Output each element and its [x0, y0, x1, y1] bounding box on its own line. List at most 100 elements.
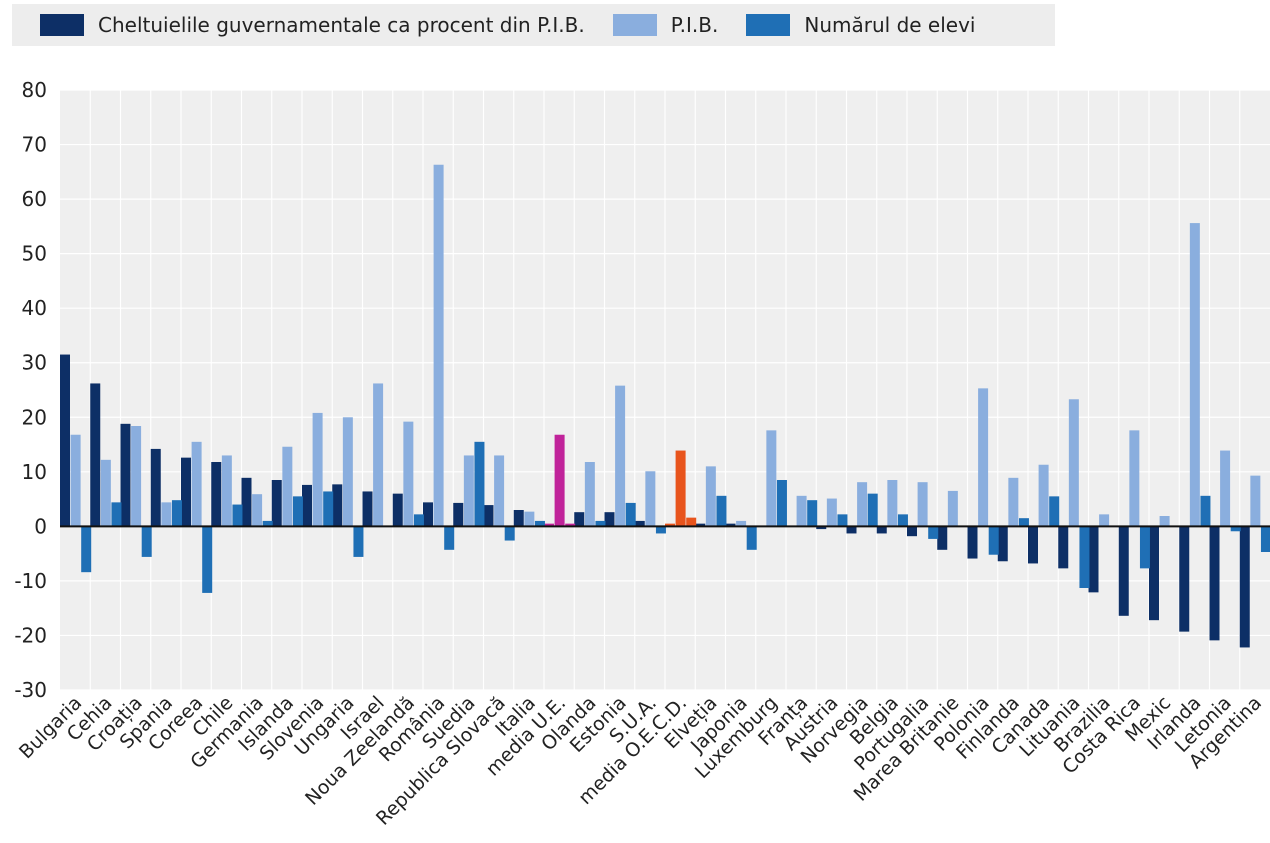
- bar-gdp: [887, 480, 898, 527]
- bar-gov: [1149, 526, 1159, 621]
- bar-gdp: [524, 511, 535, 527]
- bar-students: [292, 496, 303, 527]
- y-tick-label: 30: [22, 351, 47, 375]
- y-tick-label: -10: [14, 569, 47, 593]
- bar-gdp: [1250, 475, 1261, 527]
- bar-gov: [302, 484, 312, 527]
- bar-students: [413, 514, 424, 527]
- bar-gov: [211, 462, 222, 527]
- bar-gov: [60, 354, 70, 527]
- bar-gdp: [373, 383, 384, 527]
- bar-students: [716, 495, 727, 527]
- legend-label-gdp: P.I.B.: [670, 13, 719, 37]
- bar-gdp: [584, 462, 595, 527]
- y-tick-label: -20: [14, 623, 47, 647]
- bar-students: [232, 504, 243, 527]
- bar-students: [141, 526, 152, 557]
- bar-gdp: [1159, 516, 1170, 527]
- bar-gdp: [826, 498, 837, 527]
- bar-students: [686, 517, 697, 527]
- bar-gov: [1058, 526, 1069, 569]
- bar-gdp: [947, 490, 958, 527]
- legend-swatch-students: [746, 14, 791, 36]
- bar-gdp: [70, 434, 81, 527]
- bar-students: [1230, 526, 1241, 532]
- bar-students: [897, 514, 908, 527]
- bar-students: [867, 493, 878, 527]
- bar-gov: [544, 523, 554, 527]
- bar-gov: [181, 457, 191, 527]
- y-tick-label: 70: [22, 133, 47, 157]
- bar-students: [595, 520, 606, 527]
- bar-gov: [725, 523, 736, 527]
- bar-students: [746, 526, 757, 550]
- legend-item-gov-spending: Cheltuielile guvernamentale ca procent d…: [40, 13, 585, 37]
- bar-gov: [695, 523, 706, 527]
- bar-students: [837, 514, 848, 527]
- bar-students: [323, 491, 334, 527]
- bar-students: [1260, 526, 1270, 552]
- bar-students: [534, 520, 545, 527]
- bar-students: [1049, 496, 1060, 527]
- bar-gdp: [645, 471, 656, 527]
- bar-gov: [1209, 526, 1220, 641]
- bar-gdp: [161, 502, 172, 527]
- bar-gdp: [282, 446, 293, 527]
- bar-gov: [392, 493, 403, 527]
- bar-gdp: [1038, 464, 1049, 527]
- bar-gdp: [917, 482, 928, 527]
- y-tick-label: 40: [22, 296, 47, 320]
- bar-gdp: [1189, 223, 1200, 527]
- bar-gov: [120, 423, 131, 527]
- y-tick-label: 80: [22, 78, 47, 102]
- bar-students: [988, 526, 999, 555]
- bar-students: [655, 526, 666, 534]
- bar-students: [504, 526, 515, 541]
- bar-gov: [574, 512, 585, 527]
- bar-students: [444, 526, 455, 550]
- bar-gdp: [1129, 430, 1140, 527]
- bar-students: [625, 502, 636, 527]
- bar-gdp: [857, 482, 868, 527]
- y-tick-label: 60: [22, 187, 47, 211]
- legend-swatch-gov-spending: [40, 14, 84, 36]
- bar-gdp: [403, 421, 414, 527]
- bar-gdp: [1068, 399, 1079, 527]
- bar-gov: [423, 502, 433, 527]
- bar-students: [776, 480, 787, 527]
- bar-gov: [907, 526, 917, 537]
- y-tick-label: 0: [34, 514, 47, 538]
- bar-gdp: [736, 520, 747, 527]
- legend-label-students: Numărul de elevi: [804, 13, 976, 37]
- bar-students: [262, 520, 273, 527]
- bar-gdp: [978, 388, 989, 527]
- bar-gdp: [494, 455, 505, 527]
- bar-gdp: [100, 459, 111, 527]
- bar-gdp: [1008, 477, 1019, 527]
- bar-gov: [634, 520, 645, 527]
- bar-gdp: [252, 494, 263, 527]
- bar-students: [1018, 518, 1029, 527]
- bar-students: [171, 500, 182, 527]
- bar-students: [111, 502, 122, 527]
- bar-gdp: [191, 441, 202, 527]
- bar-gov: [362, 491, 373, 527]
- bar-gdp: [131, 426, 142, 527]
- bar-gdp: [463, 455, 474, 527]
- bar-gdp: [554, 434, 565, 527]
- bar-students: [565, 523, 576, 527]
- bar-gov: [453, 502, 464, 527]
- bar-gov: [332, 484, 343, 527]
- bar-students: [928, 526, 939, 539]
- legend-item-gdp: P.I.B.: [612, 13, 719, 37]
- bar-gdp: [675, 450, 686, 527]
- bar-gdp: [796, 495, 807, 527]
- bar-students: [1079, 526, 1090, 588]
- bar-students: [807, 500, 818, 527]
- bar-students: [202, 526, 213, 593]
- bar-gov: [997, 526, 1008, 562]
- bar-students: [353, 526, 364, 557]
- bar-students: [81, 526, 92, 573]
- bar-students: [474, 441, 485, 527]
